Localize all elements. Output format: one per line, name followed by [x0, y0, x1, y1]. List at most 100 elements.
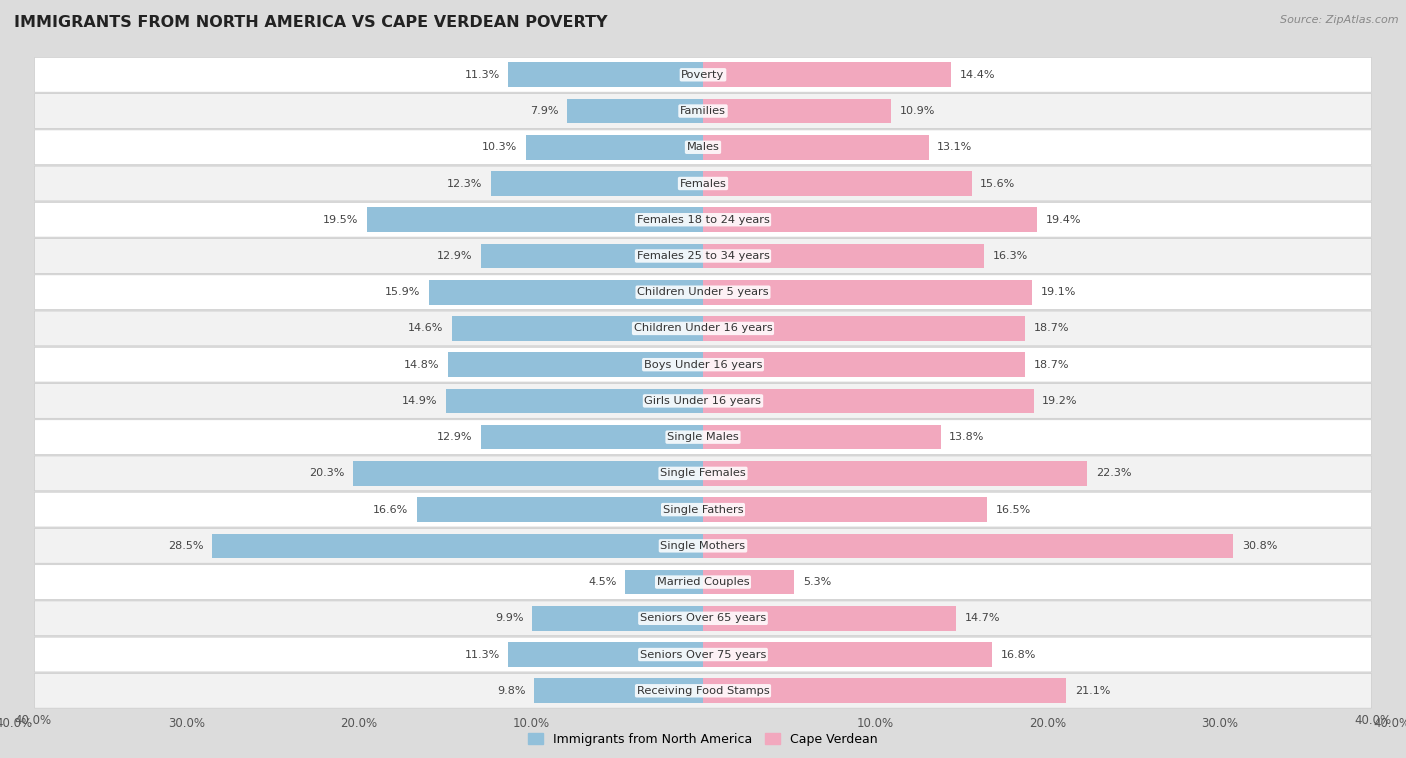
- Bar: [703, 678, 1066, 703]
- Text: 4.5%: 4.5%: [589, 577, 617, 587]
- Text: 13.8%: 13.8%: [949, 432, 984, 442]
- Bar: [703, 135, 928, 160]
- Text: 15.9%: 15.9%: [385, 287, 420, 297]
- Text: Seniors Over 65 years: Seniors Over 65 years: [640, 613, 766, 623]
- Text: 19.4%: 19.4%: [1046, 215, 1081, 224]
- Text: 28.5%: 28.5%: [169, 541, 204, 551]
- Text: Children Under 5 years: Children Under 5 years: [637, 287, 769, 297]
- Text: Females 18 to 24 years: Females 18 to 24 years: [637, 215, 769, 224]
- Bar: [703, 99, 891, 124]
- Text: Single Females: Single Females: [661, 468, 745, 478]
- Text: 14.9%: 14.9%: [402, 396, 437, 406]
- Bar: [703, 606, 956, 631]
- FancyBboxPatch shape: [35, 420, 1371, 455]
- Bar: [703, 62, 950, 87]
- Bar: [703, 461, 1087, 486]
- Text: Families: Families: [681, 106, 725, 116]
- FancyBboxPatch shape: [35, 565, 1371, 600]
- Bar: [451, 316, 703, 341]
- Text: IMMIGRANTS FROM NORTH AMERICA VS CAPE VERDEAN POVERTY: IMMIGRANTS FROM NORTH AMERICA VS CAPE VE…: [14, 15, 607, 30]
- FancyBboxPatch shape: [35, 492, 1371, 527]
- Bar: [703, 352, 1025, 377]
- FancyBboxPatch shape: [35, 202, 1371, 237]
- Text: Receiving Food Stamps: Receiving Food Stamps: [637, 686, 769, 696]
- Text: 9.9%: 9.9%: [495, 613, 524, 623]
- Bar: [429, 280, 703, 305]
- Text: 16.3%: 16.3%: [993, 251, 1028, 261]
- FancyBboxPatch shape: [35, 58, 1371, 92]
- Text: Girls Under 16 years: Girls Under 16 years: [644, 396, 762, 406]
- Bar: [353, 461, 703, 486]
- FancyBboxPatch shape: [35, 239, 1371, 274]
- Bar: [703, 642, 993, 667]
- Text: 11.3%: 11.3%: [464, 650, 499, 659]
- FancyBboxPatch shape: [35, 94, 1371, 128]
- Text: Single Fathers: Single Fathers: [662, 505, 744, 515]
- Text: 10.9%: 10.9%: [900, 106, 935, 116]
- Bar: [446, 389, 703, 413]
- Bar: [703, 208, 1038, 232]
- Text: 19.2%: 19.2%: [1042, 396, 1078, 406]
- FancyBboxPatch shape: [35, 673, 1371, 708]
- Text: 14.6%: 14.6%: [408, 324, 443, 334]
- Text: 18.7%: 18.7%: [1033, 324, 1069, 334]
- Bar: [703, 280, 1032, 305]
- Text: 12.3%: 12.3%: [447, 178, 482, 189]
- Bar: [703, 424, 941, 449]
- Text: 40.0%: 40.0%: [1355, 713, 1392, 727]
- Bar: [526, 135, 703, 160]
- Text: 19.1%: 19.1%: [1040, 287, 1076, 297]
- Text: Seniors Over 75 years: Seniors Over 75 years: [640, 650, 766, 659]
- Legend: Immigrants from North America, Cape Verdean: Immigrants from North America, Cape Verd…: [529, 733, 877, 746]
- FancyBboxPatch shape: [35, 275, 1371, 309]
- FancyBboxPatch shape: [35, 130, 1371, 164]
- Bar: [703, 534, 1233, 558]
- FancyBboxPatch shape: [35, 347, 1371, 382]
- Text: Single Males: Single Males: [666, 432, 740, 442]
- Text: 13.1%: 13.1%: [938, 143, 973, 152]
- Bar: [626, 570, 703, 594]
- Text: Married Couples: Married Couples: [657, 577, 749, 587]
- Bar: [418, 497, 703, 522]
- Bar: [703, 171, 972, 196]
- Bar: [703, 389, 1033, 413]
- Bar: [703, 243, 984, 268]
- Text: Single Mothers: Single Mothers: [661, 541, 745, 551]
- Text: 14.4%: 14.4%: [960, 70, 995, 80]
- FancyBboxPatch shape: [35, 166, 1371, 201]
- Text: 40.0%: 40.0%: [14, 713, 51, 727]
- Text: 19.5%: 19.5%: [323, 215, 359, 224]
- Text: Children Under 16 years: Children Under 16 years: [634, 324, 772, 334]
- Bar: [703, 570, 794, 594]
- Text: 14.7%: 14.7%: [965, 613, 1000, 623]
- Text: 18.7%: 18.7%: [1033, 360, 1069, 370]
- Bar: [509, 62, 703, 87]
- FancyBboxPatch shape: [35, 528, 1371, 563]
- Text: 11.3%: 11.3%: [464, 70, 499, 80]
- Bar: [367, 208, 703, 232]
- Text: 9.8%: 9.8%: [498, 686, 526, 696]
- Text: 30.8%: 30.8%: [1241, 541, 1278, 551]
- Bar: [534, 678, 703, 703]
- Bar: [703, 497, 987, 522]
- Text: Females: Females: [679, 178, 727, 189]
- Bar: [509, 642, 703, 667]
- Text: 14.8%: 14.8%: [404, 360, 440, 370]
- FancyBboxPatch shape: [35, 456, 1371, 490]
- Text: 16.8%: 16.8%: [1001, 650, 1036, 659]
- Bar: [533, 606, 703, 631]
- Text: Males: Males: [686, 143, 720, 152]
- Text: 16.5%: 16.5%: [995, 505, 1031, 515]
- FancyBboxPatch shape: [35, 384, 1371, 418]
- Text: 5.3%: 5.3%: [803, 577, 831, 587]
- FancyBboxPatch shape: [35, 601, 1371, 636]
- Bar: [567, 99, 703, 124]
- Text: 12.9%: 12.9%: [437, 251, 472, 261]
- Bar: [491, 171, 703, 196]
- Text: Boys Under 16 years: Boys Under 16 years: [644, 360, 762, 370]
- Text: Females 25 to 34 years: Females 25 to 34 years: [637, 251, 769, 261]
- Text: 10.3%: 10.3%: [482, 143, 517, 152]
- Bar: [212, 534, 703, 558]
- Text: 15.6%: 15.6%: [980, 178, 1015, 189]
- FancyBboxPatch shape: [35, 311, 1371, 346]
